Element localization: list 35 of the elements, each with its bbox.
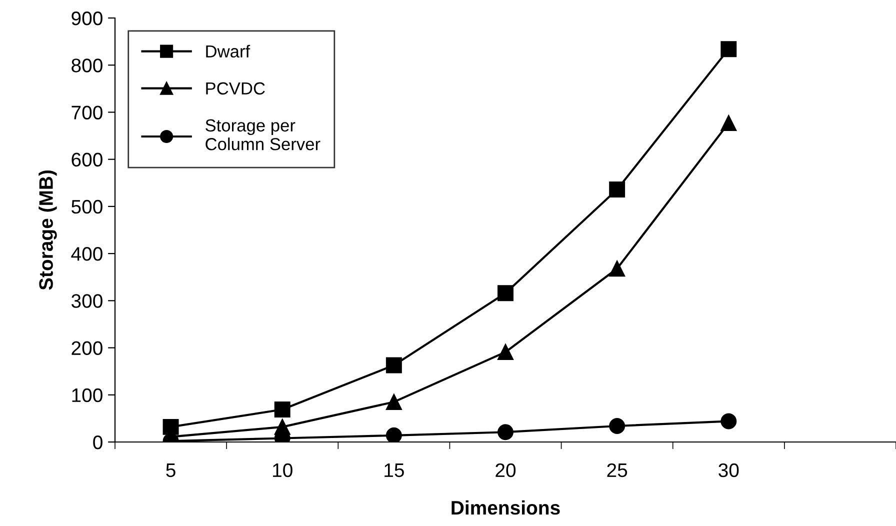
x-tick-label: 15 [384,464,404,478]
y-tick-label: 800 [72,58,102,72]
legend-label: PCVDC [206,82,265,95]
y-tick-label: 900 [72,11,102,26]
point [386,357,402,374]
x-tick-label: 5 [166,464,176,478]
point [498,424,514,440]
point [720,413,737,430]
x-tick-label: 10 [273,463,292,478]
y-tick-label: 600 [72,152,102,167]
y-tick-label: 300 [71,294,102,308]
point [609,418,626,434]
point [720,115,737,132]
point [609,260,626,277]
x-tick-label: 30 [718,463,739,478]
point [386,394,402,410]
x-tick-label: 25 [607,463,628,478]
y-tick-label: 400 [71,247,102,261]
y-tick-label: 0 [93,435,102,450]
point [162,418,179,435]
y-tick-label: 100 [72,388,102,402]
legend-label: Dwarf [206,44,250,58]
y-axis-title: Storage (MB) [38,170,57,290]
y-tick-label: 200 [72,341,102,356]
point [274,402,290,418]
y-tick-label: 500 [72,200,102,214]
point [498,344,514,360]
point [386,427,402,442]
y-tick-label: 700 [72,106,102,120]
x-axis-title: Dimensions [452,500,560,515]
point [609,182,626,198]
x-tick-label: 20 [496,463,516,478]
point [498,285,514,302]
legend-label: Storage per Column Server [206,119,320,150]
point [720,41,737,58]
